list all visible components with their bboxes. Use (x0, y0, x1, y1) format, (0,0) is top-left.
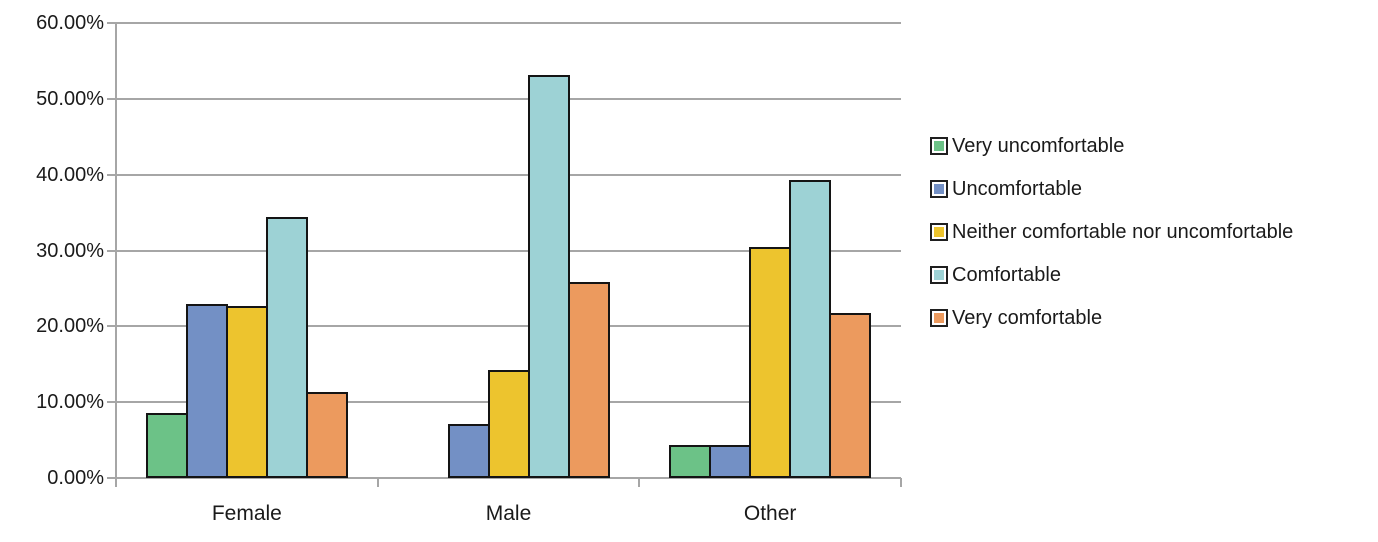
bar-female-very-uncomfortable (145, 412, 188, 478)
bar-female-very-comfortable (305, 392, 348, 478)
legend-swatch-fill (934, 313, 944, 323)
category-label-other: Other (743, 502, 797, 525)
legend-swatch-fill (934, 270, 944, 280)
legend-label: Comfortable (952, 263, 1061, 286)
y-axis-tick-label: 20.00% (36, 315, 104, 338)
y-axis-tick-label: 50.00% (36, 87, 104, 110)
bar-male-neither-comfortable-nor-uncomfortable (487, 369, 530, 478)
bar-other-comfortable (789, 179, 832, 478)
y-axis-tick (107, 325, 116, 328)
legend-label: Very comfortable (952, 306, 1103, 329)
gridline-60.00% (116, 22, 901, 24)
y-axis-tick-label: 60.00% (36, 12, 104, 34)
gridline-50.00% (116, 97, 901, 100)
gridline-20.00% (116, 325, 901, 328)
legend-entry-very-uncomfortable: Very uncomfortable (930, 133, 1124, 159)
legend-entry-comfortable: Comfortable (930, 262, 1061, 288)
legend-swatch-icon (930, 180, 948, 198)
legend-label: Neither comfortable nor uncomfortable (952, 220, 1294, 243)
y-axis-tick-label: 0.00% (47, 467, 104, 489)
legend-swatch-icon (930, 223, 948, 241)
legend-swatch-icon (930, 266, 948, 284)
bar-other-neither-comfortable-nor-uncomfortable (749, 246, 792, 478)
bar-female-uncomfortable (185, 304, 228, 478)
bar-male-comfortable (527, 75, 570, 478)
chart-legend: Very uncomfortable Uncomfortable Neither c… (930, 0, 1378, 542)
legend-label: Very uncomfortable (952, 134, 1125, 157)
legend-entry-very-comfortable: Very comfortable (930, 305, 1102, 331)
y-axis-tick (107, 249, 116, 252)
legend-swatch-fill (934, 184, 944, 194)
y-axis-tick (107, 97, 116, 100)
legend-swatch-fill (934, 227, 944, 237)
gridline-30.00% (116, 249, 901, 252)
bar-other-very-uncomfortable (669, 444, 712, 478)
bar-male-uncomfortable (447, 424, 490, 478)
y-axis-tick (107, 401, 116, 404)
category-label-male: Male (485, 502, 532, 525)
bar-male-very-comfortable (567, 281, 610, 478)
y-axis-tick (107, 173, 116, 176)
y-axis-tick-label: 10.00% (36, 391, 104, 414)
legend-swatch-icon (930, 137, 948, 155)
y-axis-tick (107, 477, 116, 479)
bar-female-neither-comfortable-nor-uncomfortable (225, 305, 268, 478)
gridline-0.00% (116, 477, 901, 479)
bar-female-comfortable (265, 217, 308, 478)
x-axis-tick (900, 478, 902, 487)
legend-swatch-fill (934, 141, 944, 151)
x-axis-tick (638, 478, 641, 487)
y-axis-tick-label: 40.00% (36, 163, 104, 186)
legend-swatch-icon (930, 309, 948, 327)
bar-other-very-comfortable (829, 313, 872, 478)
bar-other-uncomfortable (709, 444, 752, 478)
legend-entry-neither-comfortable-nor-uncomfortable: Neither comfortable nor uncomfortable (930, 219, 1293, 245)
x-axis-tick (115, 478, 117, 487)
legend-label: Uncomfortable (952, 177, 1083, 200)
y-axis-line (115, 23, 117, 480)
category-label-female: Female (211, 502, 282, 525)
legend-entry-uncomfortable: Uncomfortable (930, 176, 1082, 202)
gridline-40.00% (116, 173, 901, 176)
x-axis-tick (376, 478, 379, 487)
y-axis-tick (107, 22, 116, 24)
y-axis-tick-label: 30.00% (36, 239, 104, 262)
